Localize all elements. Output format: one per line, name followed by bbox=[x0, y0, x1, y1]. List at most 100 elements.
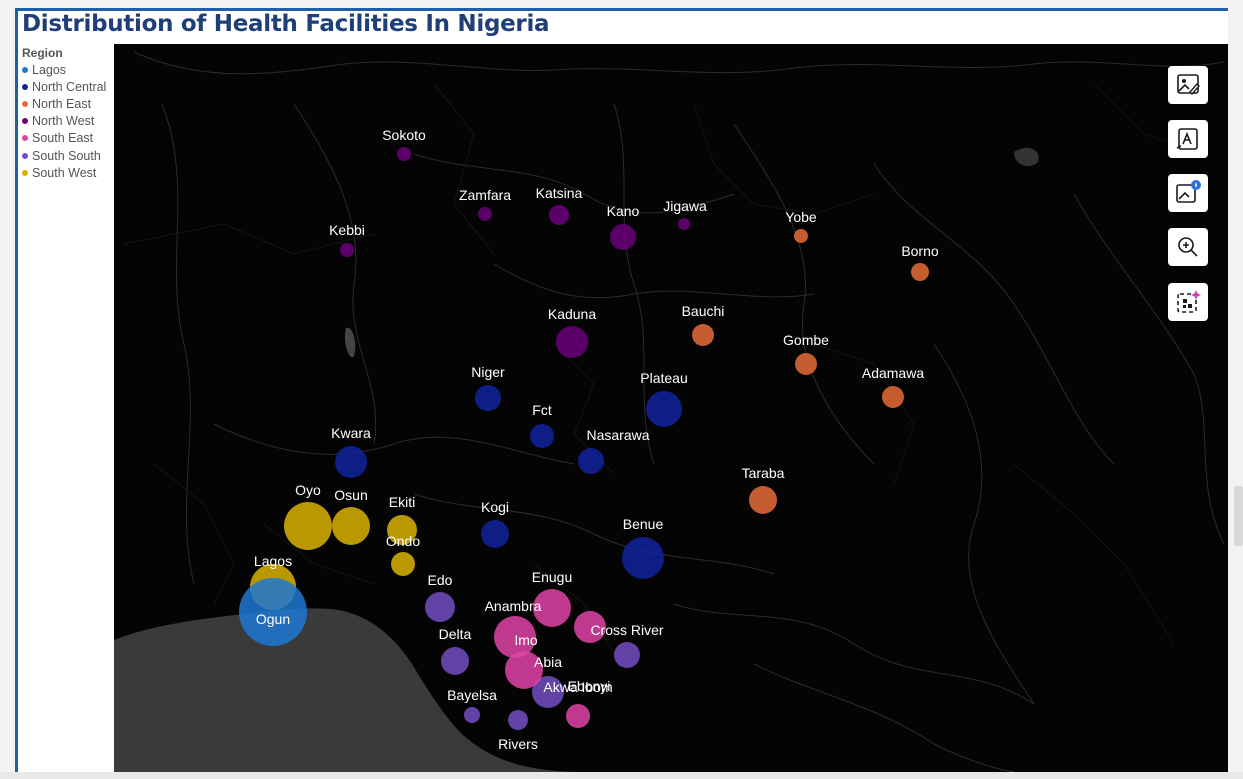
bubble-label: Borno bbox=[901, 243, 939, 259]
legend-title: Region bbox=[22, 46, 63, 60]
bubble-label: Ekiti bbox=[389, 494, 415, 510]
bubble-label: Lagos bbox=[254, 553, 292, 569]
legend-item[interactable]: South East bbox=[22, 130, 114, 147]
bubble-cross-river[interactable] bbox=[614, 642, 640, 668]
bubble-label: Kogi bbox=[481, 499, 509, 515]
ai-image-button[interactable] bbox=[1168, 174, 1208, 212]
bubble-label: Kano bbox=[607, 203, 640, 219]
bubble-taraba[interactable] bbox=[749, 486, 777, 514]
legend-label: Lagos bbox=[32, 62, 67, 77]
translate-button[interactable] bbox=[1168, 120, 1208, 158]
bubble-adamawa[interactable] bbox=[882, 386, 904, 408]
map-svg[interactable]: Sokoto Zamfara Katsina Kano Jigawa Kebbi Kadun… bbox=[114, 44, 1228, 772]
bubble-label: Plateau bbox=[640, 370, 687, 386]
bubble-kwara[interactable] bbox=[335, 446, 367, 478]
bubble-akwa-ibom[interactable] bbox=[532, 676, 564, 708]
bubble-nasarawa[interactable] bbox=[578, 448, 604, 474]
bubble-label: Niger bbox=[471, 364, 505, 380]
bubble-label: Enugu bbox=[532, 569, 572, 585]
bubble-zamfara[interactable] bbox=[478, 207, 492, 221]
bubble-ekiti[interactable] bbox=[387, 515, 417, 545]
bubble-osun[interactable] bbox=[332, 507, 370, 545]
bubble-yobe[interactable] bbox=[794, 229, 808, 243]
qr-button[interactable] bbox=[1168, 283, 1208, 321]
zoom-in-icon bbox=[1178, 237, 1198, 257]
lagoon-lake bbox=[344, 327, 356, 358]
bubble-oyo[interactable] bbox=[284, 502, 332, 550]
bubble-sokoto[interactable] bbox=[397, 147, 411, 161]
bubble-label: Akwa Ibom bbox=[543, 679, 612, 695]
legend-item[interactable]: North West bbox=[22, 113, 114, 130]
bubble-layer bbox=[239, 147, 929, 730]
bubble-label: Gombe bbox=[783, 332, 829, 348]
qr-sparkle-icon bbox=[1177, 290, 1201, 313]
bubble-borno[interactable] bbox=[911, 263, 929, 281]
bubble-label: Adamawa bbox=[862, 365, 924, 381]
bubble-delta[interactable] bbox=[441, 647, 469, 675]
legend-item[interactable]: Lagos bbox=[22, 61, 114, 78]
bubble-edo[interactable] bbox=[425, 592, 455, 622]
bubble-rivers[interactable] bbox=[508, 710, 528, 730]
bubble-bayelsa[interactable] bbox=[464, 707, 480, 723]
bubble-label: Kwara bbox=[331, 425, 371, 441]
bubble-label: Oyo bbox=[295, 482, 321, 498]
legend-dot-icon bbox=[22, 83, 28, 90]
bubble-niger[interactable] bbox=[475, 385, 501, 411]
bubble-label: Abia bbox=[534, 654, 562, 670]
legend: Region Lagos North Central North East North… bbox=[22, 46, 114, 181]
bubble-label: Benue bbox=[623, 516, 664, 532]
edit-image-button[interactable] bbox=[1168, 66, 1208, 104]
bubble-label: Katsina bbox=[536, 185, 583, 201]
bubble-label: Edo bbox=[428, 572, 453, 588]
legend-dot-icon bbox=[22, 169, 28, 176]
zoom-button[interactable] bbox=[1168, 228, 1208, 266]
legend-item[interactable]: North East bbox=[22, 95, 114, 112]
translate-icon bbox=[1176, 128, 1198, 150]
legend-item[interactable]: North Central bbox=[22, 78, 114, 95]
bubble-label-layer: Sokoto Zamfara Katsina Kano Jigawa Kebbi Kadun… bbox=[254, 127, 939, 752]
bubble-kebbi[interactable] bbox=[340, 243, 354, 257]
scrollbar-thumb[interactable] bbox=[1234, 486, 1243, 546]
bubble-ebonyi[interactable] bbox=[566, 704, 590, 728]
bubble-anambra[interactable] bbox=[574, 611, 606, 643]
image-pen-icon bbox=[1177, 74, 1200, 96]
bubble-ogun[interactable] bbox=[239, 578, 307, 646]
legend-dot-icon bbox=[22, 152, 28, 159]
legend-item[interactable]: South West bbox=[22, 164, 114, 181]
bubble-plateau[interactable] bbox=[646, 391, 682, 427]
bubble-label: Anambra bbox=[485, 598, 542, 614]
bubble-label: Rivers bbox=[498, 736, 538, 752]
bubble-label: Jigawa bbox=[663, 198, 707, 214]
bubble-label: Ebonyi bbox=[568, 678, 611, 694]
bubble-label: Delta bbox=[439, 626, 472, 642]
sparkle-image-icon bbox=[1176, 180, 1201, 203]
bubble-enugu[interactable] bbox=[533, 589, 571, 627]
bubble-kaduna[interactable] bbox=[556, 326, 588, 358]
bubble-label: Fct bbox=[532, 402, 552, 418]
bubble-label: Yobe bbox=[785, 209, 817, 225]
legend-dot-icon bbox=[22, 100, 28, 107]
bottom-strip bbox=[0, 772, 1243, 779]
bubble-katsina[interactable] bbox=[549, 205, 569, 225]
bubble-label: Imo bbox=[514, 632, 538, 648]
bubble-fct[interactable] bbox=[530, 424, 554, 448]
bubble-benue[interactable] bbox=[622, 537, 664, 579]
bubble-imo[interactable] bbox=[494, 616, 536, 658]
bubble-kogi[interactable] bbox=[481, 520, 509, 548]
bubble-jigawa[interactable] bbox=[678, 218, 690, 230]
legend-label: South West bbox=[32, 165, 97, 180]
bubble-kano[interactable] bbox=[610, 224, 636, 250]
legend-item[interactable]: South South bbox=[22, 147, 114, 164]
bubble-ondo[interactable] bbox=[391, 552, 415, 576]
map-canvas[interactable]: Sokoto Zamfara Katsina Kano Jigawa Kebbi Kadun… bbox=[114, 44, 1228, 772]
sea-area bbox=[114, 608, 584, 772]
bubble-label: Zamfara bbox=[459, 187, 511, 203]
legend-label: South East bbox=[32, 131, 94, 146]
legend-label: North Central bbox=[32, 79, 107, 94]
bubble-bauchi[interactable] bbox=[692, 324, 714, 346]
lake-chad bbox=[1014, 147, 1039, 167]
bubble-abia[interactable] bbox=[505, 651, 543, 689]
legend-dot-icon bbox=[22, 118, 28, 125]
bubble-gombe[interactable] bbox=[795, 353, 817, 375]
bubble-label: Sokoto bbox=[382, 127, 426, 143]
